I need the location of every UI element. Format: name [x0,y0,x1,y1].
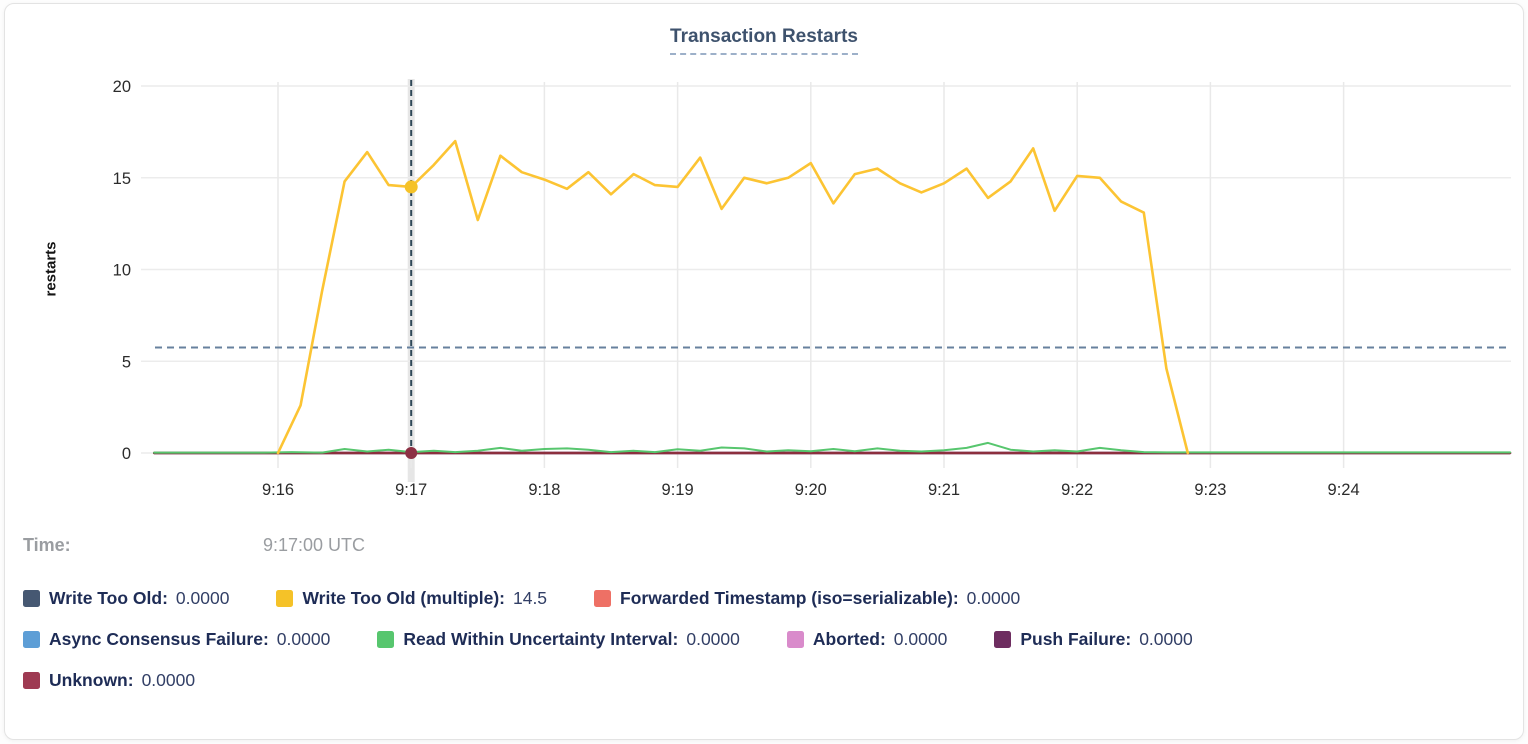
legend-swatch-icon [786,631,804,648]
legend-row: Write Too Old: 0.0000 Write Too Old (multi… [23,588,1523,609]
legend-item-label: Push Failure: [1020,629,1132,649]
chart-title[interactable]: Transaction Restarts [670,26,858,55]
legend-item-value: 14.5 [512,588,548,608]
x-tick-label: 9:23 [1194,481,1226,499]
legend-item-unknown[interactable]: Unknown: 0.0000 [23,670,195,691]
legend-item-label: Forwarded Timestamp (iso=serializable): [620,588,959,608]
y-axis-label: restarts [42,241,60,297]
legend-swatch-icon [276,590,294,607]
legend-item-async-consensus-failure[interactable]: Async Consensus Failure: 0.0000 [23,629,330,650]
legend-item-forwarded-timestamp-iso-serializable[interactable]: Forwarded Timestamp (iso=serializable): 0… [594,588,1020,609]
y-tick-label: 15 [113,170,131,188]
y-tick-label: 0 [122,445,131,463]
legend-item-value: 0.0000 [966,588,1021,608]
legend-item-label: Write Too Old (multiple): [302,588,505,608]
legend-item-value: 0.0000 [893,629,948,649]
hover-point-unknown [405,447,418,459]
y-tick-label: 10 [113,262,131,280]
time-label: Time: [23,535,71,555]
series-line-write-too-old-multiple [276,139,1190,455]
hover-time-row: Time: 9:17:00 UTC [5,535,1523,556]
legend-item-write-too-old[interactable]: Write Too Old: 0.0000 [23,588,229,609]
legend-item-label: Write Too Old: [49,588,168,608]
x-tick-label: 9:22 [1061,481,1093,499]
hover-point-write-too-old-multiple [404,180,418,194]
legend-item-label: Async Consensus Failure: [49,629,269,649]
legend-item-value: 0.0000 [276,629,331,649]
series-line-read-within-uncertainty-interval [153,441,1512,454]
legend-item-read-within-uncertainty-interval[interactable]: Read Within Uncertainty Interval: 0.0000 [377,629,740,650]
legend: Write Too Old: 0.0000 Write Too Old (multi… [5,588,1523,691]
x-tick-label: 9:18 [528,481,560,499]
legend-swatch-icon [594,590,612,607]
y-tick-label: 20 [113,78,131,96]
legend-item-value: 0.0000 [141,670,196,690]
legend-item-value: 0.0000 [1139,629,1193,649]
legend-item-aborted[interactable]: Aborted: 0.0000 [786,629,948,650]
legend-item-label: Read Within Uncertainty Interval: [403,629,679,649]
legend-item-write-too-old-multiple[interactable]: Write Too Old (multiple): 14.5 [276,588,547,609]
legend-swatch-icon [23,590,40,607]
legend-swatch-icon [23,631,40,648]
legend-swatch-icon [377,631,395,648]
legend-item-label: Unknown: [49,670,134,690]
y-tick-label: 5 [122,353,131,371]
chart-area: 0 5 10 15 20 9:16 9:17 9:18 9:19 9:20 9:21 9:22 9:23… [5,4,1523,509]
chart-card: 0 5 10 15 20 9:16 9:17 9:18 9:19 9:20 9:21 9:22 9:23… [4,3,1524,740]
legend-row: Unknown: 0.0000 [23,670,1523,691]
legend-item-push-failure[interactable]: Push Failure: 0.0000 [994,629,1193,650]
legend-item-label: Aborted: [812,629,886,649]
time-value: 9:17:00 UTC [263,535,366,555]
x-tick-label: 9:16 [262,481,294,499]
chart-title-row: Transaction Restarts [5,26,1523,55]
legend-item-value: 0.0000 [686,629,740,649]
legend-swatch-icon [23,672,40,689]
transaction-restarts-chart[interactable]: 0 5 10 15 20 9:16 9:17 9:18 9:19 9:20 9:21 9:22 9:23… [5,4,1524,509]
x-tick-label: 9:17 [395,481,427,499]
legend-item-value: 0.0000 [175,588,230,608]
x-tick-label: 9:20 [795,481,827,499]
x-tick-label: 9:21 [928,481,960,499]
legend-row: Async Consensus Failure: 0.0000 Read Withi… [23,629,1523,650]
x-tick-label: 9:19 [662,481,694,499]
x-tick-label: 9:24 [1328,481,1360,499]
legend-swatch-icon [994,631,1012,648]
